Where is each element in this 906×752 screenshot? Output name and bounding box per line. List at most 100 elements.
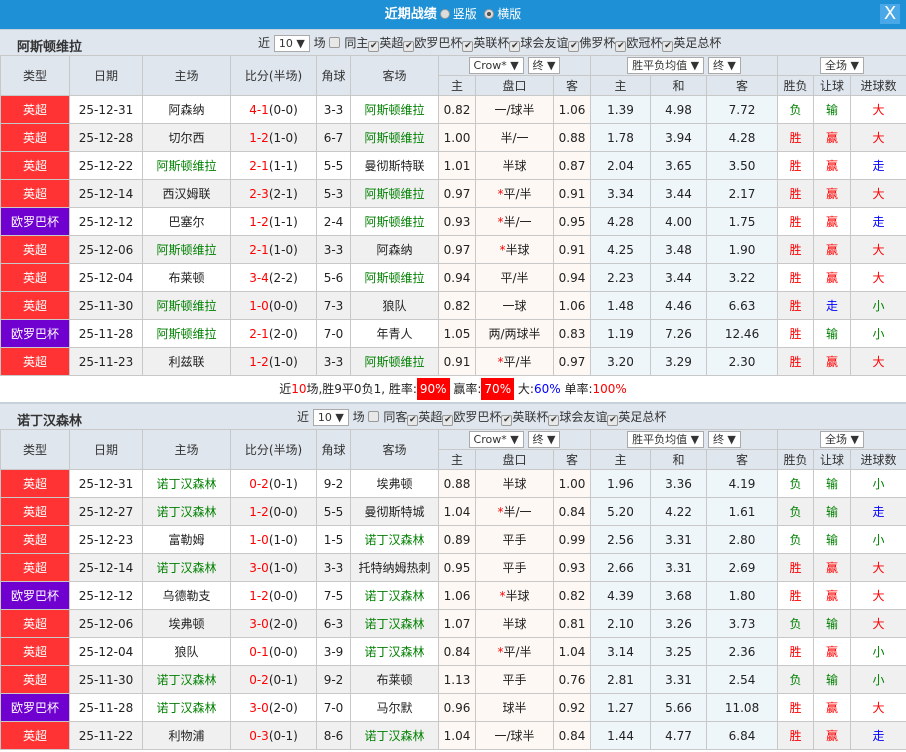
league-badge[interactable]: 英超 bbox=[0, 123, 70, 152]
score[interactable]: 2-1(2-0) bbox=[230, 319, 317, 348]
away-team[interactable]: 诺丁汉森林 bbox=[350, 637, 439, 666]
home-team[interactable]: 诺丁汉森林 bbox=[142, 469, 231, 498]
away-team[interactable]: 埃弗顿 bbox=[350, 469, 439, 498]
league-checkbox[interactable]: ✔ bbox=[568, 41, 580, 52]
away-team[interactable]: 阿斯顿维拉 bbox=[350, 347, 439, 376]
home-team[interactable]: 利物浦 bbox=[142, 721, 231, 750]
away-team[interactable]: 阿斯顿维拉 bbox=[350, 123, 439, 152]
away-team[interactable]: 托特纳姆热刺 bbox=[350, 553, 439, 582]
same-venue-label[interactable]: 同客 bbox=[383, 410, 408, 424]
option-horizontal-label[interactable]: 横版 bbox=[497, 7, 522, 21]
league-filter-label[interactable]: 佛罗杯 bbox=[579, 36, 616, 50]
same-venue-checkbox[interactable] bbox=[329, 37, 341, 48]
score[interactable]: 1-2(0-0) bbox=[230, 581, 317, 610]
league-badge[interactable]: 英超 bbox=[0, 553, 70, 582]
score[interactable]: 0-3(0-1) bbox=[230, 721, 317, 750]
radio-vertical[interactable] bbox=[439, 9, 450, 19]
euro-final-select[interactable]: 终 ▼ bbox=[707, 57, 741, 74]
away-team[interactable]: 曼彻斯特城 bbox=[350, 497, 439, 526]
same-venue-label[interactable]: 同主 bbox=[344, 36, 369, 50]
score[interactable]: 3-4(2-2) bbox=[230, 263, 317, 292]
home-team[interactable]: 阿斯顿维拉 bbox=[142, 291, 231, 320]
away-team[interactable]: 阿斯顿维拉 bbox=[350, 207, 439, 236]
home-team[interactable]: 埃弗顿 bbox=[142, 609, 231, 638]
same-venue-checkbox[interactable] bbox=[368, 411, 380, 422]
away-team[interactable]: 诺丁汉森林 bbox=[350, 581, 439, 610]
home-team[interactable]: 乌德勒支 bbox=[142, 581, 231, 610]
away-team[interactable]: 年青人 bbox=[350, 319, 439, 348]
league-filter-label[interactable]: 欧冠杯 bbox=[626, 36, 663, 50]
league-filter-label[interactable]: 球会友谊 bbox=[559, 410, 608, 424]
league-checkbox[interactable]: ✔ bbox=[548, 415, 560, 426]
away-team[interactable]: 诺丁汉森林 bbox=[350, 609, 439, 638]
score[interactable]: 3-0(2-0) bbox=[230, 609, 317, 638]
away-team[interactable]: 阿斯顿维拉 bbox=[350, 263, 439, 292]
home-team[interactable]: 富勒姆 bbox=[142, 525, 231, 554]
away-team[interactable]: 诺丁汉森林 bbox=[350, 525, 439, 554]
home-team[interactable]: 诺丁汉森林 bbox=[142, 497, 231, 526]
away-team[interactable]: 布莱顿 bbox=[350, 665, 439, 694]
score[interactable]: 3-0(1-0) bbox=[230, 553, 317, 582]
away-team[interactable]: 阿森纳 bbox=[350, 235, 439, 264]
league-filter-label[interactable]: 英联杯 bbox=[512, 410, 549, 424]
close-button[interactable]: X bbox=[880, 4, 900, 24]
league-badge[interactable]: 英超 bbox=[0, 609, 70, 638]
score[interactable]: 2-1(1-1) bbox=[230, 151, 317, 180]
league-checkbox[interactable]: ✔ bbox=[615, 41, 627, 52]
home-team[interactable]: 巴塞尔 bbox=[142, 207, 231, 236]
home-team[interactable]: 阿斯顿维拉 bbox=[142, 151, 231, 180]
odds-company-select[interactable]: Crow* ▼ bbox=[468, 431, 524, 448]
score[interactable]: 4-1(0-0) bbox=[230, 95, 317, 124]
league-filter-label[interactable]: 英超 bbox=[418, 410, 443, 424]
league-badge[interactable]: 英超 bbox=[0, 95, 70, 124]
league-badge[interactable]: 欧罗巴杯 bbox=[0, 581, 70, 610]
score[interactable]: 2-1(1-0) bbox=[230, 235, 317, 264]
league-badge[interactable]: 英超 bbox=[0, 347, 70, 376]
count-select[interactable]: 10 ▼ bbox=[312, 409, 349, 426]
away-team[interactable]: 马尔默 bbox=[350, 693, 439, 722]
league-checkbox[interactable]: ✔ bbox=[407, 415, 419, 426]
league-badge[interactable]: 英超 bbox=[0, 497, 70, 526]
home-team[interactable]: 阿森纳 bbox=[142, 95, 231, 124]
odds-company-select[interactable]: Crow* ▼ bbox=[468, 57, 524, 74]
away-team[interactable]: 诺丁汉森林 bbox=[350, 721, 439, 750]
odds-final-select[interactable]: 终 ▼ bbox=[527, 57, 561, 74]
league-filter-label[interactable]: 英足总杯 bbox=[618, 410, 667, 424]
away-team[interactable]: 曼彻斯特联 bbox=[350, 151, 439, 180]
score[interactable]: 1-0(0-0) bbox=[230, 291, 317, 320]
league-badge[interactable]: 英超 bbox=[0, 469, 70, 498]
home-team[interactable]: 西汉姆联 bbox=[142, 179, 231, 208]
home-team[interactable]: 阿斯顿维拉 bbox=[142, 235, 231, 264]
home-team[interactable]: 诺丁汉森林 bbox=[142, 553, 231, 582]
score[interactable]: 0-2(0-1) bbox=[230, 665, 317, 694]
away-team[interactable]: 阿斯顿维拉 bbox=[350, 95, 439, 124]
league-badge[interactable]: 英超 bbox=[0, 291, 70, 320]
league-badge[interactable]: 英超 bbox=[0, 637, 70, 666]
home-team[interactable]: 利兹联 bbox=[142, 347, 231, 376]
score[interactable]: 1-2(1-1) bbox=[230, 207, 317, 236]
home-team[interactable]: 诺丁汉森林 bbox=[142, 665, 231, 694]
odds-final-select[interactable]: 终 ▼ bbox=[527, 431, 561, 448]
league-filter-label[interactable]: 英超 bbox=[379, 36, 404, 50]
home-team[interactable]: 狼队 bbox=[142, 637, 231, 666]
euro-final-select[interactable]: 终 ▼ bbox=[707, 431, 741, 448]
count-select[interactable]: 10 ▼ bbox=[273, 35, 310, 52]
score[interactable]: 0-2(0-1) bbox=[230, 469, 317, 498]
league-badge[interactable]: 英超 bbox=[0, 179, 70, 208]
league-badge[interactable]: 英超 bbox=[0, 151, 70, 180]
league-checkbox[interactable]: ✔ bbox=[462, 41, 474, 52]
score[interactable]: 2-3(2-1) bbox=[230, 179, 317, 208]
league-checkbox[interactable]: ✔ bbox=[442, 415, 454, 426]
league-badge[interactable]: 英超 bbox=[0, 665, 70, 694]
league-badge[interactable]: 英超 bbox=[0, 721, 70, 750]
option-vertical-label[interactable]: 竖版 bbox=[452, 7, 477, 21]
score[interactable]: 1-0(1-0) bbox=[230, 525, 317, 554]
league-filter-label[interactable]: 欧罗巴杯 bbox=[453, 410, 502, 424]
period-select[interactable]: 全场 ▼ bbox=[820, 431, 865, 448]
score[interactable]: 3-0(2-0) bbox=[230, 693, 317, 722]
league-badge[interactable]: 欧罗巴杯 bbox=[0, 207, 70, 236]
league-badge[interactable]: 英超 bbox=[0, 263, 70, 292]
league-filter-label[interactable]: 欧罗巴杯 bbox=[414, 36, 463, 50]
league-badge[interactable]: 英超 bbox=[0, 525, 70, 554]
league-badge[interactable]: 欧罗巴杯 bbox=[0, 319, 70, 348]
